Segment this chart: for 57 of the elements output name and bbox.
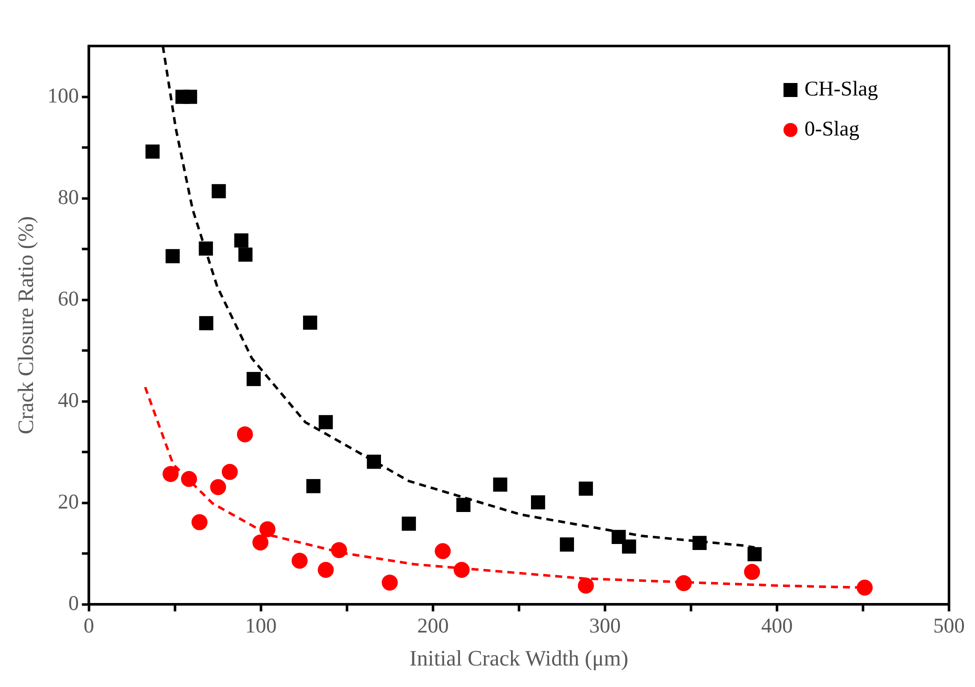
point — [331, 542, 348, 558]
point — [238, 248, 253, 262]
point — [318, 415, 333, 430]
y-tick-label: 20 — [58, 489, 79, 514]
x-tick-label: 500 — [933, 614, 965, 638]
point — [198, 241, 213, 256]
point — [212, 184, 226, 198]
legend-label: 0-Slag — [804, 116, 860, 141]
point — [676, 575, 692, 592]
y-axis-title: Crack Closure Ratio (%) — [12, 216, 38, 434]
point — [748, 547, 762, 562]
point — [306, 479, 320, 494]
y-tick-label: 40 — [58, 388, 79, 412]
point — [692, 536, 707, 550]
point — [622, 539, 636, 554]
point — [454, 562, 470, 578]
point — [493, 478, 508, 492]
point — [456, 498, 470, 512]
point — [246, 372, 261, 386]
x-tick-label: 400 — [761, 614, 793, 638]
point — [856, 580, 873, 596]
point — [234, 233, 248, 248]
point — [560, 537, 574, 552]
point — [252, 534, 268, 550]
y-tick-label: 100 — [47, 83, 79, 108]
point — [530, 495, 546, 510]
point — [145, 144, 160, 159]
point — [166, 249, 180, 264]
point — [162, 466, 179, 482]
x-axis-title: Initial Crack Width (μm) — [410, 646, 628, 671]
x-tick-label: 100 — [245, 614, 277, 638]
point — [182, 90, 198, 104]
point — [199, 316, 214, 330]
point — [578, 482, 593, 496]
point — [744, 564, 760, 580]
point — [192, 514, 208, 530]
point — [210, 479, 226, 496]
point — [434, 543, 451, 560]
point — [259, 521, 276, 538]
point — [402, 516, 416, 531]
point — [303, 316, 318, 330]
legend-label: CH-Slag — [804, 76, 878, 101]
point — [382, 574, 398, 591]
y-tick-label: 0 — [68, 590, 79, 615]
y-tick-label: 80 — [58, 184, 79, 209]
point — [612, 530, 626, 544]
y-tick-label: 60 — [58, 286, 79, 310]
point — [222, 464, 238, 480]
x-tick-label: 300 — [589, 614, 621, 638]
point — [181, 471, 198, 488]
point — [292, 552, 308, 569]
point — [366, 454, 382, 469]
point — [318, 562, 334, 578]
x-tick-label: 0 — [84, 614, 94, 638]
x-tick-label: 200 — [417, 614, 449, 638]
point — [236, 426, 253, 442]
point — [578, 578, 594, 594]
